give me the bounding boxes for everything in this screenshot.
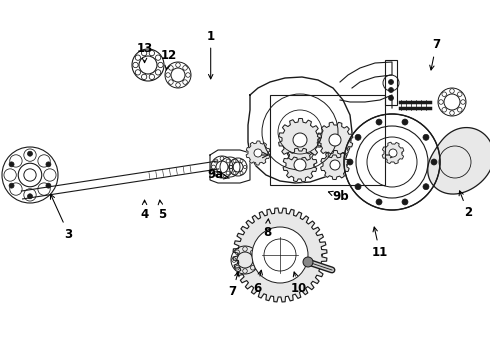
Circle shape — [423, 134, 429, 140]
Text: 11: 11 — [371, 227, 388, 258]
Bar — [270, 95, 385, 185]
Polygon shape — [283, 148, 317, 182]
Text: 3: 3 — [50, 194, 73, 240]
Circle shape — [46, 162, 51, 167]
Circle shape — [9, 162, 14, 167]
Circle shape — [252, 227, 308, 283]
Text: 7: 7 — [229, 272, 239, 298]
Circle shape — [389, 87, 393, 93]
Bar — [385, 60, 397, 105]
Polygon shape — [317, 122, 353, 158]
Circle shape — [27, 151, 32, 156]
Circle shape — [389, 80, 393, 85]
Text: 6: 6 — [253, 270, 263, 294]
Circle shape — [389, 149, 397, 157]
Circle shape — [9, 183, 14, 188]
Polygon shape — [382, 142, 404, 164]
Text: 4: 4 — [141, 200, 148, 221]
Text: 10: 10 — [291, 272, 307, 294]
Text: 9b: 9b — [328, 190, 349, 203]
Text: 12: 12 — [161, 49, 177, 70]
Text: 13: 13 — [136, 42, 153, 63]
Text: 5: 5 — [158, 200, 166, 221]
Text: 1: 1 — [207, 30, 215, 79]
Polygon shape — [279, 118, 321, 162]
Circle shape — [376, 119, 382, 125]
Circle shape — [330, 160, 340, 170]
Text: 7: 7 — [430, 39, 440, 70]
Circle shape — [293, 133, 307, 147]
Circle shape — [423, 184, 429, 190]
Circle shape — [254, 149, 262, 157]
Circle shape — [294, 159, 306, 171]
Circle shape — [389, 95, 393, 100]
Circle shape — [355, 184, 361, 190]
Polygon shape — [428, 127, 490, 194]
Circle shape — [355, 134, 361, 140]
Text: 8: 8 — [263, 219, 271, 239]
Polygon shape — [320, 150, 349, 180]
Circle shape — [402, 119, 408, 125]
Circle shape — [46, 183, 51, 188]
Circle shape — [27, 194, 32, 199]
Circle shape — [431, 159, 437, 165]
Circle shape — [402, 199, 408, 205]
Circle shape — [329, 134, 341, 146]
Polygon shape — [246, 141, 270, 165]
Circle shape — [347, 159, 353, 165]
Text: 9a: 9a — [207, 168, 229, 181]
Circle shape — [376, 199, 382, 205]
Circle shape — [303, 257, 313, 267]
Text: 2: 2 — [459, 191, 472, 219]
Polygon shape — [233, 208, 327, 302]
